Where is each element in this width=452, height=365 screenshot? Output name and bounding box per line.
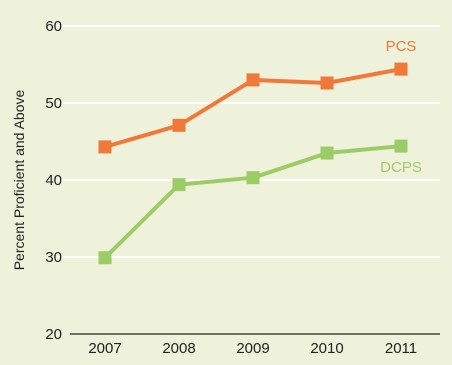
series-line-dcps <box>103 144 402 260</box>
x-axis-ticks: 2007 2008 2009 2010 2011 <box>88 340 417 357</box>
y-axis-ticks: 20 30 40 50 60 <box>45 18 62 343</box>
y-tick-label-20: 20 <box>45 326 62 343</box>
data-point-dcps-2010 <box>320 146 334 160</box>
series-dcps: DCPS <box>98 139 422 265</box>
series-label-dcps: DCPS <box>380 159 422 176</box>
x-tick-label-2010: 2010 <box>310 340 343 357</box>
data-point-dcps-2007 <box>98 251 112 265</box>
data-point-pcs-2011 <box>394 62 408 76</box>
x-tick-label-2011: 2011 <box>385 340 417 357</box>
data-point-dcps-2011 <box>394 139 408 153</box>
data-point-pcs-2007 <box>98 140 112 154</box>
x-tick-label-2008: 2008 <box>162 340 195 357</box>
x-tick-label-2007: 2007 <box>88 340 121 357</box>
y-axis-title: Percent Proficient and Above <box>11 90 27 271</box>
data-point-dcps-2009 <box>246 171 260 185</box>
y-tick-label-30: 30 <box>45 249 62 266</box>
y-tick-label-40: 40 <box>45 172 62 189</box>
y-tick-label-50: 50 <box>45 95 62 112</box>
series-pcs: PCS <box>98 38 417 154</box>
data-point-pcs-2008 <box>172 118 186 132</box>
y-tick-label-60: 60 <box>45 18 62 35</box>
gridlines <box>58 25 440 258</box>
series-group: PCS DCPS <box>98 38 422 265</box>
series-label-pcs: PCS <box>386 38 417 55</box>
data-point-dcps-2008 <box>172 178 186 192</box>
x-tick-label-2009: 2009 <box>236 340 269 357</box>
data-point-pcs-2009 <box>246 73 260 87</box>
data-point-pcs-2010 <box>320 76 334 90</box>
